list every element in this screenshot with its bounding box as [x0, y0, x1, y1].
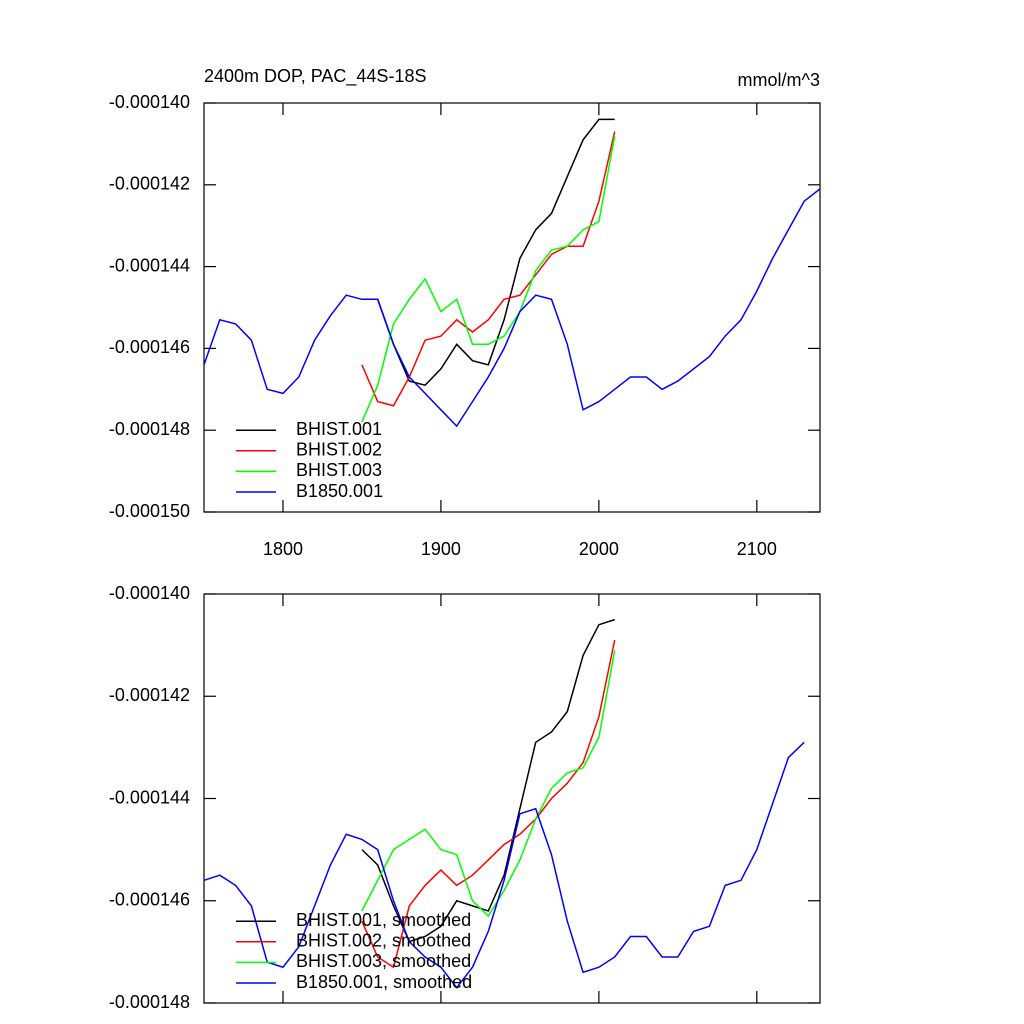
legend-label: BHIST.003 — [296, 460, 382, 480]
y-tick-label: -0.000140 — [109, 92, 190, 112]
y-tick-label: -0.000150 — [109, 501, 190, 521]
x-tick-label: 2100 — [737, 539, 777, 559]
plot-frame — [203, 102, 821, 513]
series-line — [361, 131, 616, 407]
legend-label: B1850.001, smoothed — [296, 972, 472, 992]
series-line — [361, 618, 615, 943]
legend-label: B1850.001 — [296, 481, 383, 501]
series-line — [203, 188, 821, 428]
series-line — [361, 118, 615, 387]
y-tick-label: -0.000148 — [109, 419, 190, 439]
legend-label: BHIST.001, smoothed — [296, 910, 471, 930]
y-tick-label: -0.000140 — [109, 583, 190, 603]
y-tick-label: -0.000144 — [109, 255, 190, 275]
series-line — [361, 135, 616, 423]
series-line — [361, 650, 616, 918]
y-tick-label: -0.000146 — [109, 890, 190, 910]
y-tick-label: -0.000142 — [109, 685, 190, 705]
series-line — [203, 741, 805, 989]
legend-label: BHIST.002, smoothed — [296, 931, 471, 951]
y-tick-label: -0.000148 — [109, 992, 190, 1012]
x-tick-label: 1800 — [263, 539, 303, 559]
units-label: mmol/m^3 — [738, 70, 820, 90]
y-tick-label: -0.000146 — [109, 337, 190, 357]
legend-label: BHIST.002 — [296, 440, 382, 460]
x-tick-label: 2000 — [579, 539, 619, 559]
y-tick-label: -0.000144 — [109, 787, 190, 807]
legend-label: BHIST.001 — [296, 419, 382, 439]
y-tick-label: -0.000142 — [109, 174, 190, 194]
legend-label: BHIST.003, smoothed — [296, 951, 471, 971]
chart-title: 2400m DOP, PAC_44S-18S — [204, 66, 426, 87]
x-tick-label: 1900 — [421, 539, 461, 559]
